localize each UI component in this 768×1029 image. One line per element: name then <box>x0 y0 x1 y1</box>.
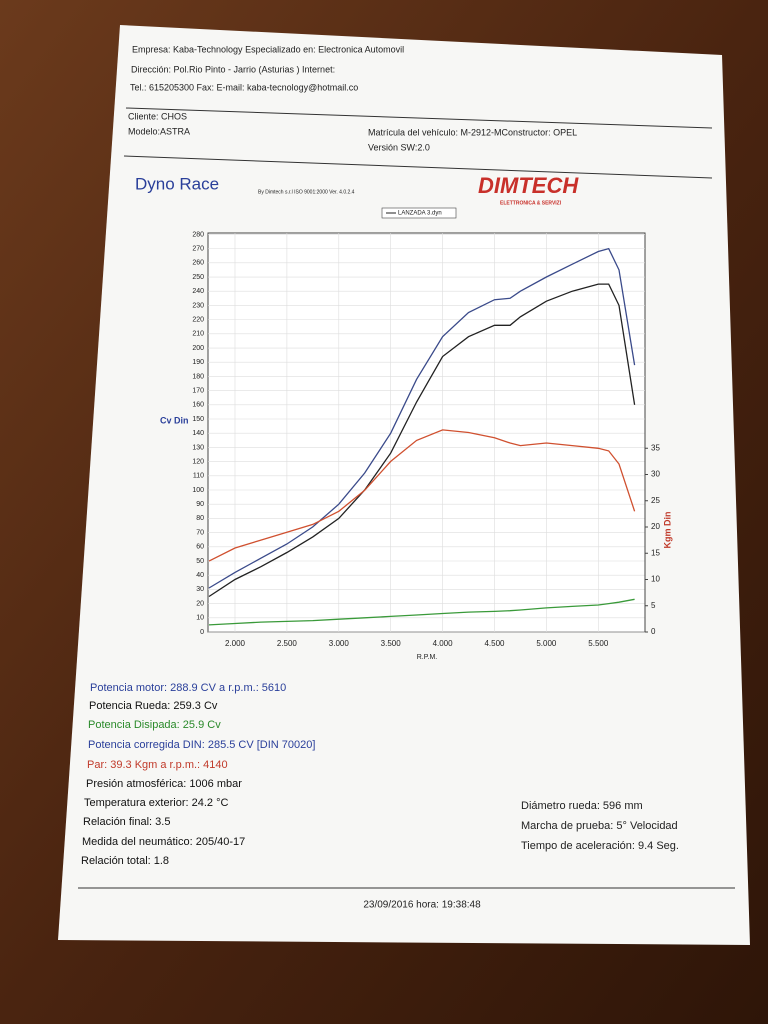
y-tick-label: 190 <box>192 359 204 366</box>
report-title: Dyno Race <box>135 174 219 193</box>
y2-tick-label: 10 <box>651 575 660 584</box>
y-tick-label: 270 <box>192 245 204 252</box>
y-tick-label: 70 <box>196 529 204 536</box>
x-tick-label: 3.000 <box>329 639 350 648</box>
y2-tick-label: 15 <box>651 548 660 557</box>
credit: By Dimtech s.r.l ISO 9001:2000 Ver. 4.0.… <box>258 189 355 195</box>
result-line: Marcha de prueba: 5° Velocidad <box>521 820 678 832</box>
y2-tick-label: 0 <box>651 627 656 636</box>
x-tick-label: 5.000 <box>536 639 557 648</box>
y-tick-label: 80 <box>196 515 204 522</box>
result-line: Medida del neumático: 205/40-17 <box>82 836 245 848</box>
client: Cliente: CHOS <box>128 111 187 121</box>
y-tick-label: 20 <box>196 600 204 607</box>
header-line: Tel.: 615205300 Fax: E-mail: kaba-tecnol… <box>130 82 358 92</box>
y-tick-label: 60 <box>196 544 204 551</box>
y-tick-label: 30 <box>196 586 204 593</box>
header-line: Empresa: Kaba-Technology Especializado e… <box>132 44 404 54</box>
y-tick-label: 50 <box>196 558 204 565</box>
y-tick-label: 260 <box>192 260 204 267</box>
x-tick-label: 4.500 <box>484 639 505 648</box>
y-tick-label: 0 <box>200 629 204 636</box>
result-line: Relación total: 1.8 <box>81 855 169 867</box>
x-tick-label: 3.500 <box>381 639 402 648</box>
plot-area <box>207 232 646 633</box>
y-tick-label: 250 <box>192 274 204 281</box>
y-tick-label: 230 <box>192 302 204 309</box>
result-line: Potencia motor: 288.9 CV a r.p.m.: 5610 <box>90 682 286 694</box>
result-line: Tiempo de aceleración: 9.4 Seg. <box>521 840 679 852</box>
series-line <box>208 283 636 598</box>
y2-tick-label: 35 <box>651 443 660 452</box>
result-line: Potencia Disipada: 25.9 Cv <box>88 719 221 731</box>
date: 23/09/2016 hora: 19:38:48 <box>363 900 481 911</box>
y-tick-label: 90 <box>196 501 204 508</box>
result-line: Temperatura exterior: 24.2 °C <box>84 797 228 809</box>
plate: Matrícula del vehículo: M-2912-MConstruc… <box>368 127 577 137</box>
logo-sub: ELETTRONICA & SERVIZI <box>500 200 562 206</box>
series-line <box>208 247 636 589</box>
y2-tick-label: 30 <box>651 470 660 479</box>
y-tick-label: 110 <box>193 473 204 480</box>
result-line: Diámetro rueda: 596 mm <box>521 800 643 812</box>
y2-axis-label: Kgm Din <box>662 512 672 549</box>
x-tick-label: 2.500 <box>277 639 298 648</box>
y-tick-label: 10 <box>196 615 204 622</box>
series-line <box>208 429 636 562</box>
x-tick-label: 5.500 <box>588 639 609 648</box>
model: Modelo:ASTRA <box>128 126 190 136</box>
legend-label: LANZADA 3.dyn <box>398 211 442 217</box>
software: Versión SW:2.0 <box>368 142 430 152</box>
y-tick-label: 210 <box>192 331 204 338</box>
legend-box <box>381 207 457 219</box>
result-line: Relación final: 3.5 <box>83 816 170 828</box>
x-tick-label: 2.000 <box>225 639 246 648</box>
rule <box>125 107 713 129</box>
chart: 0102030405060708090100110120130140150160… <box>160 207 672 661</box>
result-line: Potencia Rueda: 259.3 Cv <box>89 700 218 712</box>
y-tick-label: 280 <box>192 231 204 238</box>
results: Potencia motor: 288.9 CV a r.p.m.: 5610 P… <box>81 682 679 867</box>
y-tick-label: 150 <box>192 416 204 423</box>
logo: DIMTECH <box>478 173 579 198</box>
y-tick-label: 240 <box>192 288 204 295</box>
y-tick-label: 100 <box>192 487 204 494</box>
y-tick-label: 140 <box>192 430 204 437</box>
x-axis-label: R.P.M. <box>417 654 438 661</box>
x-tick-label: 4.000 <box>433 639 454 648</box>
y-tick-label: 220 <box>192 316 204 323</box>
y-tick-label: 160 <box>192 402 204 409</box>
result-line: Potencia corregida DIN: 285.5 CV [DIN 70… <box>88 739 315 751</box>
y-tick-label: 180 <box>192 373 204 380</box>
result-line: Par: 39.3 Kgm a r.p.m.: 4140 <box>87 759 228 771</box>
y-tick-label: 130 <box>192 444 204 451</box>
y-tick-label: 200 <box>192 345 204 352</box>
y2-tick-label: 25 <box>651 496 660 505</box>
document: Empresa: Kaba-Technology Especializado e… <box>78 44 735 911</box>
y-tick-label: 170 <box>192 387 204 394</box>
y-tick-label: 120 <box>192 458 204 465</box>
result-line: Presión atmosférica: 1006 mbar <box>86 778 242 790</box>
y-tick-label: 40 <box>196 572 204 579</box>
y2-tick-label: 20 <box>651 522 660 531</box>
y2-tick-label: 5 <box>651 601 656 610</box>
series-line <box>208 598 635 626</box>
y-axis-label: Cv Din <box>160 415 189 425</box>
rule <box>123 155 713 179</box>
header-line: Dirección: Pol.Rio Pinto - Jarrio (Astur… <box>131 64 335 74</box>
